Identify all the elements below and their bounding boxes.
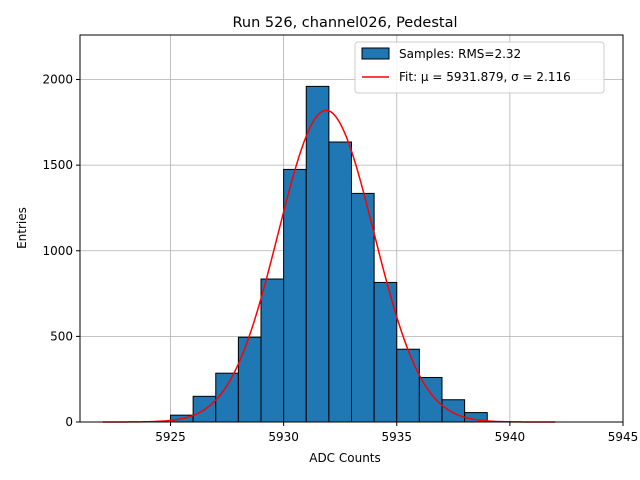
legend: Samples: RMS=2.32 Fit: μ = 5931.879, σ =… <box>354 41 605 94</box>
y-tick-label: 1500 <box>42 158 73 172</box>
histogram-bar <box>215 372 239 423</box>
histogram-bars <box>170 85 488 423</box>
fit-curve <box>102 109 556 423</box>
histogram-bar <box>418 376 443 423</box>
x-tick-label: 5935 <box>381 430 412 444</box>
y-tick-label: 2000 <box>42 73 73 87</box>
chart-title: Run 526, channel026, Pedestal <box>232 15 457 31</box>
histogram-bar <box>237 336 262 423</box>
x-tick-label: 5940 <box>495 430 526 444</box>
x-tick-label: 5945 <box>608 430 639 444</box>
y-axis-ticks: 0 500 1000 1500 2000 <box>42 73 80 429</box>
y-tick-label: 0 <box>65 415 73 429</box>
histogram-bar <box>396 348 420 423</box>
x-tick-label: 5930 <box>268 430 299 444</box>
histogram-bar <box>305 85 330 423</box>
legend-histogram-label: Samples: RMS=2.32 <box>399 47 521 61</box>
legend-fit-label: Fit: μ = 5931.879, σ = 2.116 <box>399 70 571 84</box>
y-tick-label: 1000 <box>42 244 73 258</box>
histogram-bar <box>351 192 375 423</box>
legend-histogram-swatch <box>361 47 390 60</box>
histogram-bar <box>260 278 285 423</box>
histogram-bar <box>283 168 307 423</box>
x-tick-label: 5925 <box>155 430 186 444</box>
histogram-bar <box>328 141 352 423</box>
y-tick-label: 500 <box>50 329 73 343</box>
legend-box <box>354 41 605 94</box>
x-axis-ticks: 5925 5930 5935 5940 5945 <box>155 422 638 444</box>
histogram-bar <box>441 399 466 423</box>
y-axis-label: Entries <box>15 207 29 249</box>
plot-frame <box>79 34 624 423</box>
x-axis-label: ADC Counts <box>309 451 381 465</box>
